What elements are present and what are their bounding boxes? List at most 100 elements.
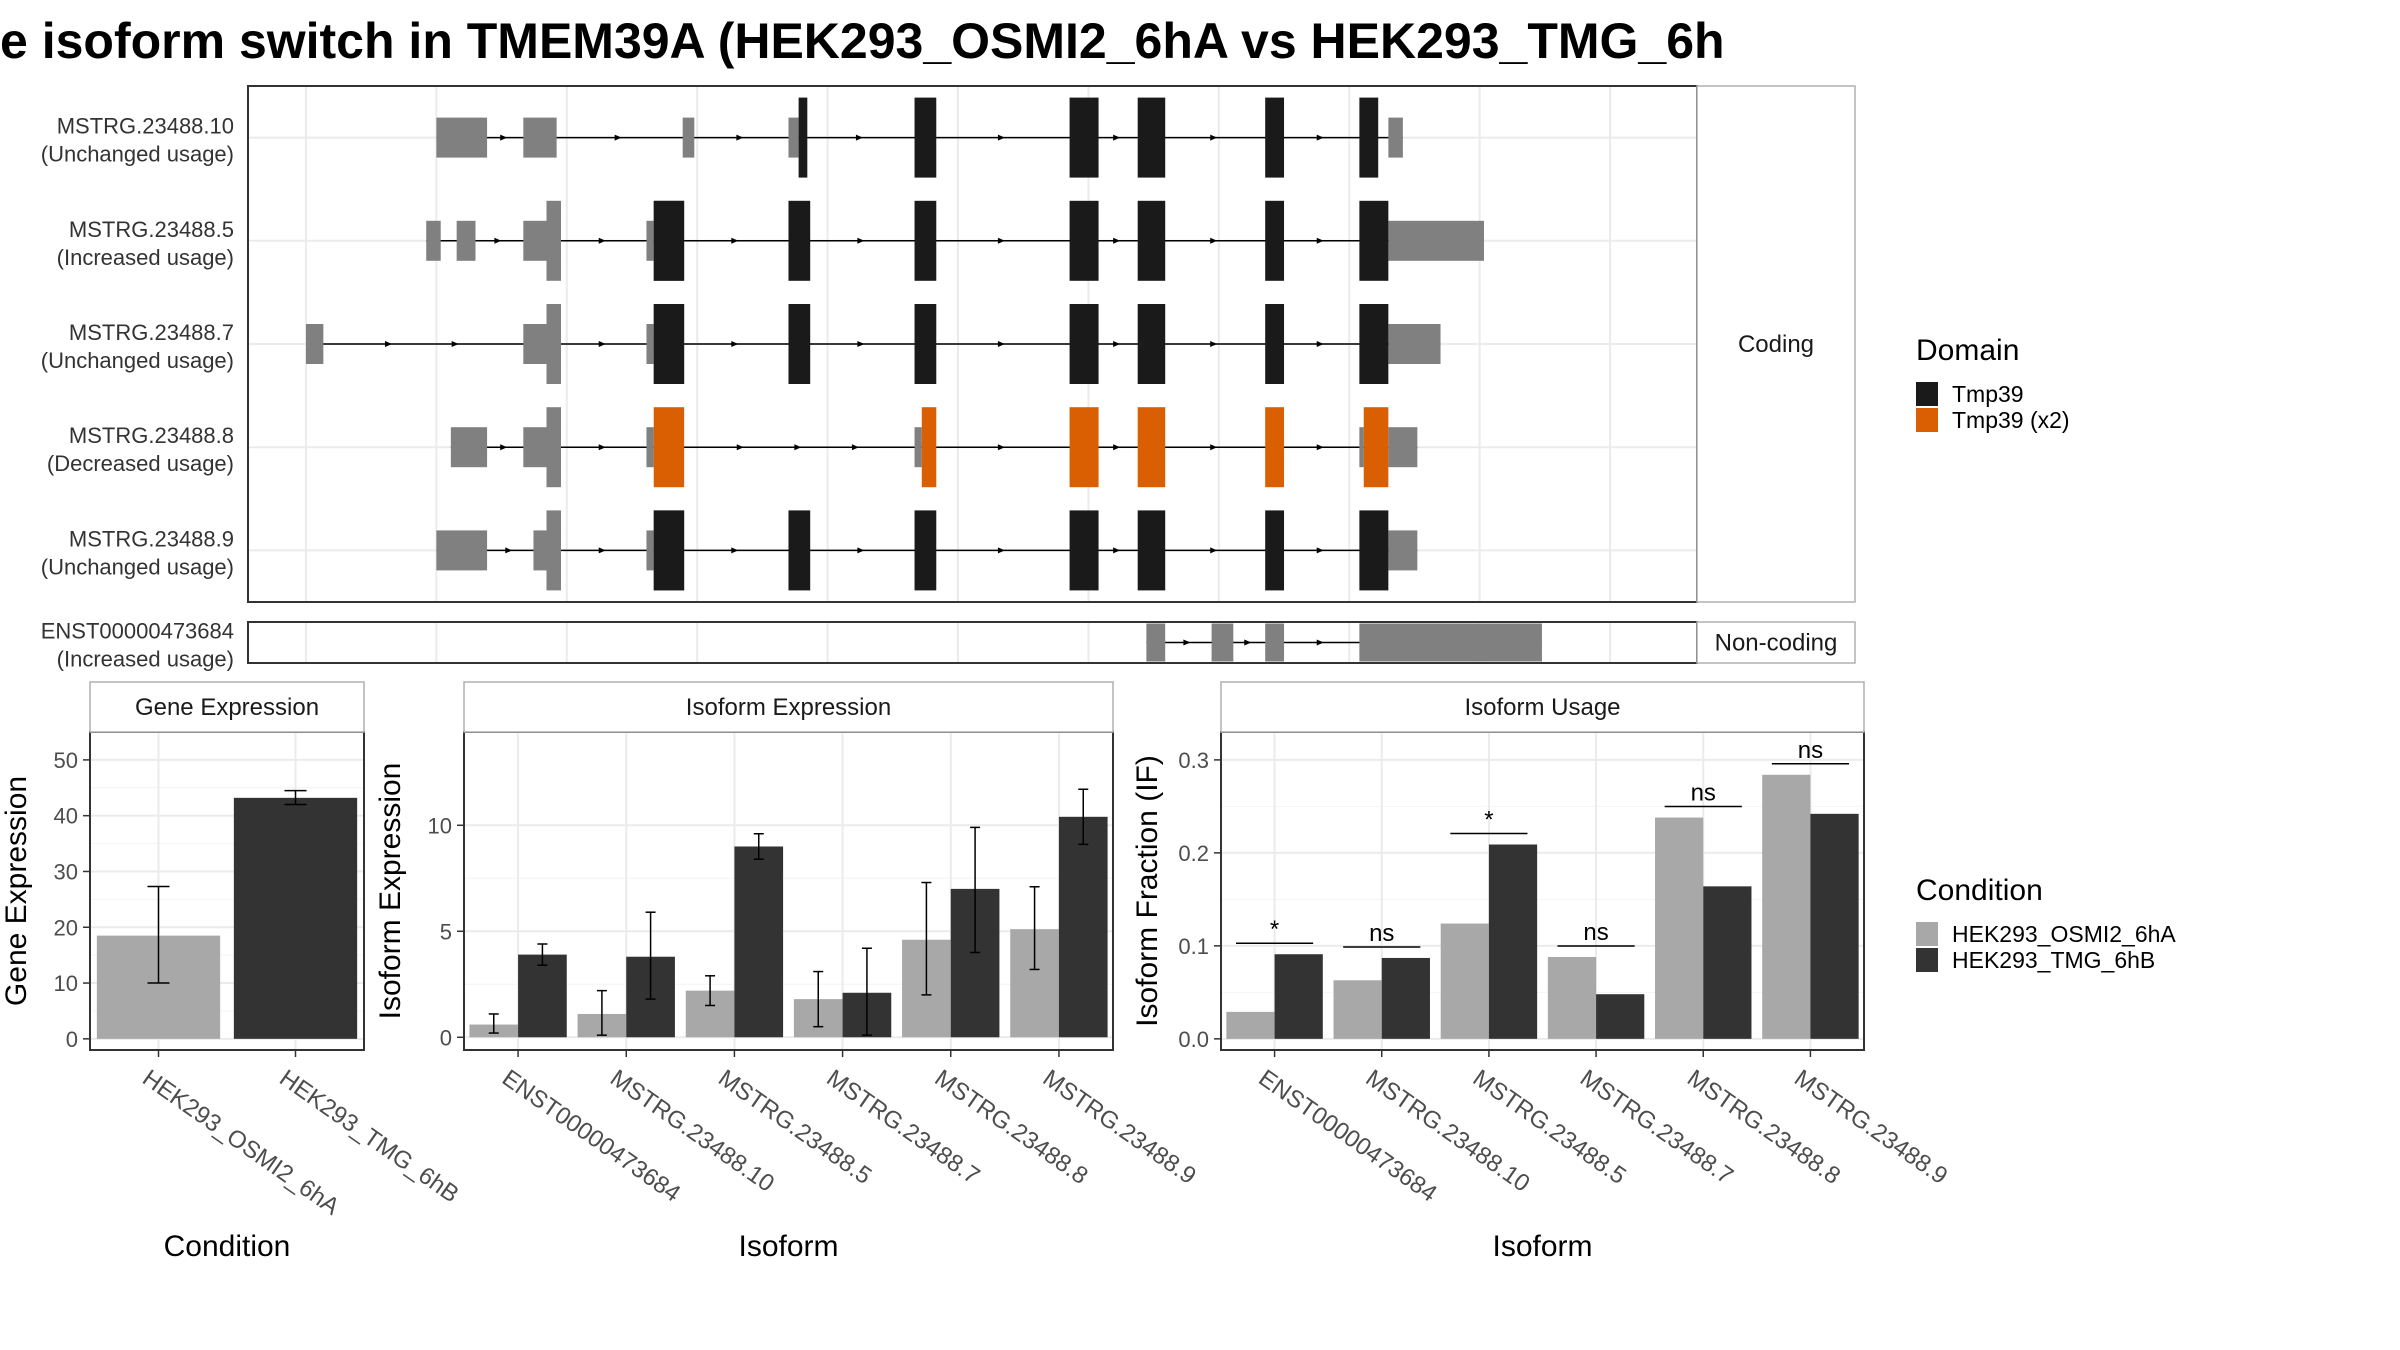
transcript-3-utr-exon — [914, 427, 922, 468]
noncoding-transcript-utr-exon — [1359, 623, 1542, 662]
chart-0-ytick-label: 0 — [66, 1027, 78, 1052]
transcript-0-cds-exon — [798, 97, 808, 178]
transcript-3-cds-exon — [546, 407, 561, 488]
transcript-label: MSTRG.23488.8 — [69, 423, 234, 448]
transcript-1-cds-exon — [1265, 200, 1285, 281]
condition-legend-title: Condition — [1916, 874, 2043, 907]
transcript-1-cds-exon — [1137, 200, 1166, 281]
transcript-4-cds-exon — [1359, 510, 1389, 591]
transcript-4-direction-arrow — [598, 547, 606, 554]
transcript-4-domain-exon — [653, 510, 685, 591]
transcript-4-cds-exon — [546, 510, 561, 591]
chart-0-ytick-label: 10 — [54, 971, 78, 996]
chart-2-ytick-label: 0.3 — [1178, 748, 1209, 773]
coding-strip — [1696, 85, 1856, 603]
transcript-2-cds-exon — [788, 304, 811, 384]
chart-2-bar — [1488, 844, 1538, 1039]
transcript-4-direction-arrow — [857, 547, 865, 554]
transcript-1-direction-arrow — [731, 237, 739, 244]
transcript-3-domain-exon — [1363, 407, 1389, 488]
transcript-3-utr-exon — [450, 427, 488, 468]
chart-2-ytick-label: 0.2 — [1178, 841, 1209, 866]
chart-2-xtick-label: ENST00000473684 — [1254, 1065, 1442, 1208]
chart-0-title: Gene Expression — [135, 694, 319, 721]
transcript-1-cds-exon — [1069, 200, 1099, 281]
transcript-4-direction-arrow — [1113, 547, 1121, 554]
transcript-1-utr-exon — [646, 220, 654, 261]
transcript-label: MSTRG.23488.9 — [69, 526, 234, 551]
transcript-1-direction-arrow — [857, 237, 865, 244]
transcript-3-utr-exon — [1388, 427, 1418, 468]
transcript-2-cds-exon — [1359, 304, 1389, 384]
transcript-2-direction-arrow — [451, 341, 459, 347]
transcript-1-cds-exon — [546, 200, 561, 281]
transcript-4-cds-exon — [788, 510, 811, 591]
transcript-0-direction-arrow — [1210, 134, 1218, 141]
transcript-3-domain-exon — [1265, 407, 1285, 488]
condition-legend-swatch — [1916, 922, 1938, 946]
chart-2-bar — [1547, 957, 1597, 1039]
condition-legend-swatch — [1916, 948, 1938, 972]
noncoding-transcript-utr-exon — [1146, 623, 1166, 662]
chart-1-strip — [463, 681, 1114, 733]
chart-2-bar — [1762, 774, 1811, 1039]
transcript-2-cds-exon — [1137, 304, 1166, 384]
transcript-4-cds-exon — [914, 510, 937, 591]
transcript-2-direction-arrow — [731, 341, 739, 347]
transcript-1-direction-arrow — [997, 237, 1005, 244]
transcript-3-direction-arrow — [794, 444, 802, 451]
transcript-0-direction-arrow — [500, 134, 508, 141]
transcript-label: MSTRG.23488.10 — [57, 114, 234, 139]
transcript-0-utr-exon — [788, 117, 799, 158]
transcript-2-direction-arrow — [997, 341, 1005, 347]
domain-legend-swatch — [1916, 408, 1938, 432]
transcript-2-domain-exon — [653, 304, 685, 384]
transcript-0-cds-exon — [1069, 97, 1099, 178]
transcript-usage-label: (Increased usage) — [57, 647, 234, 672]
chart-2-bar — [1810, 813, 1859, 1039]
transcript-0-utr-exon — [523, 117, 557, 158]
chart-2-significance-label: * — [1484, 807, 1493, 834]
transcript-label: MSTRG.23488.5 — [69, 217, 234, 242]
transcript-3-direction-arrow — [736, 444, 744, 451]
transcript-4-cds-exon — [1069, 510, 1099, 591]
transcript-2-direction-arrow — [857, 341, 865, 347]
chart-2-title: Isoform Usage — [1464, 694, 1620, 721]
chart-2-bar — [1226, 1011, 1275, 1039]
chart-2-bar — [1333, 980, 1382, 1039]
transcript-0-cds-exon — [1359, 97, 1379, 178]
transcript-3-utr-exon — [523, 427, 547, 468]
transcript-2-utr-exon — [1388, 324, 1441, 364]
transcript-usage-label: (Increased usage) — [57, 245, 234, 270]
chart-2-bar — [1381, 957, 1430, 1039]
transcript-2-direction-arrow — [385, 341, 393, 347]
chart-0-ytick-label: 40 — [54, 804, 78, 829]
transcript-2-direction-arrow — [1113, 341, 1121, 347]
transcript-2-cds-exon — [914, 304, 937, 384]
chart-2-ylabel: Isoform Fraction (IF) — [1131, 755, 1164, 1027]
chart-1-bar — [518, 954, 567, 1038]
chart-2-significance-label: ns — [1583, 919, 1608, 946]
coding-strip-label: Coding — [1738, 331, 1814, 358]
chart-2-bar — [1440, 923, 1489, 1039]
transcript-1-cds-exon — [1359, 200, 1389, 281]
transcript-0-direction-arrow — [614, 134, 622, 141]
transcript-4-utr-exon — [533, 530, 547, 571]
transcript-3-direction-arrow — [851, 444, 859, 451]
chart-2-bar — [1274, 954, 1323, 1039]
title-clip-mask — [1862, 0, 2400, 80]
transcript-3-domain-exon — [653, 407, 685, 488]
transcript-1-utr-exon — [456, 220, 476, 261]
chart-0-strip — [89, 681, 365, 733]
noncoding-transcript-direction-arrow — [1316, 639, 1324, 646]
transcript-0-cds-exon — [1265, 97, 1285, 178]
chart-1-ytick-label: 0 — [440, 1025, 452, 1050]
transcript-3-direction-arrow — [598, 444, 606, 451]
chart-2-ytick-label: 0.0 — [1178, 1027, 1209, 1052]
transcript-2-cds-exon — [546, 304, 561, 384]
chart-2-bar — [1655, 817, 1704, 1039]
chart-2-bar — [1596, 994, 1645, 1039]
chart-2-xlabel: Isoform — [1492, 1230, 1592, 1263]
domain-legend-label: Tmp39 — [1952, 381, 2024, 407]
